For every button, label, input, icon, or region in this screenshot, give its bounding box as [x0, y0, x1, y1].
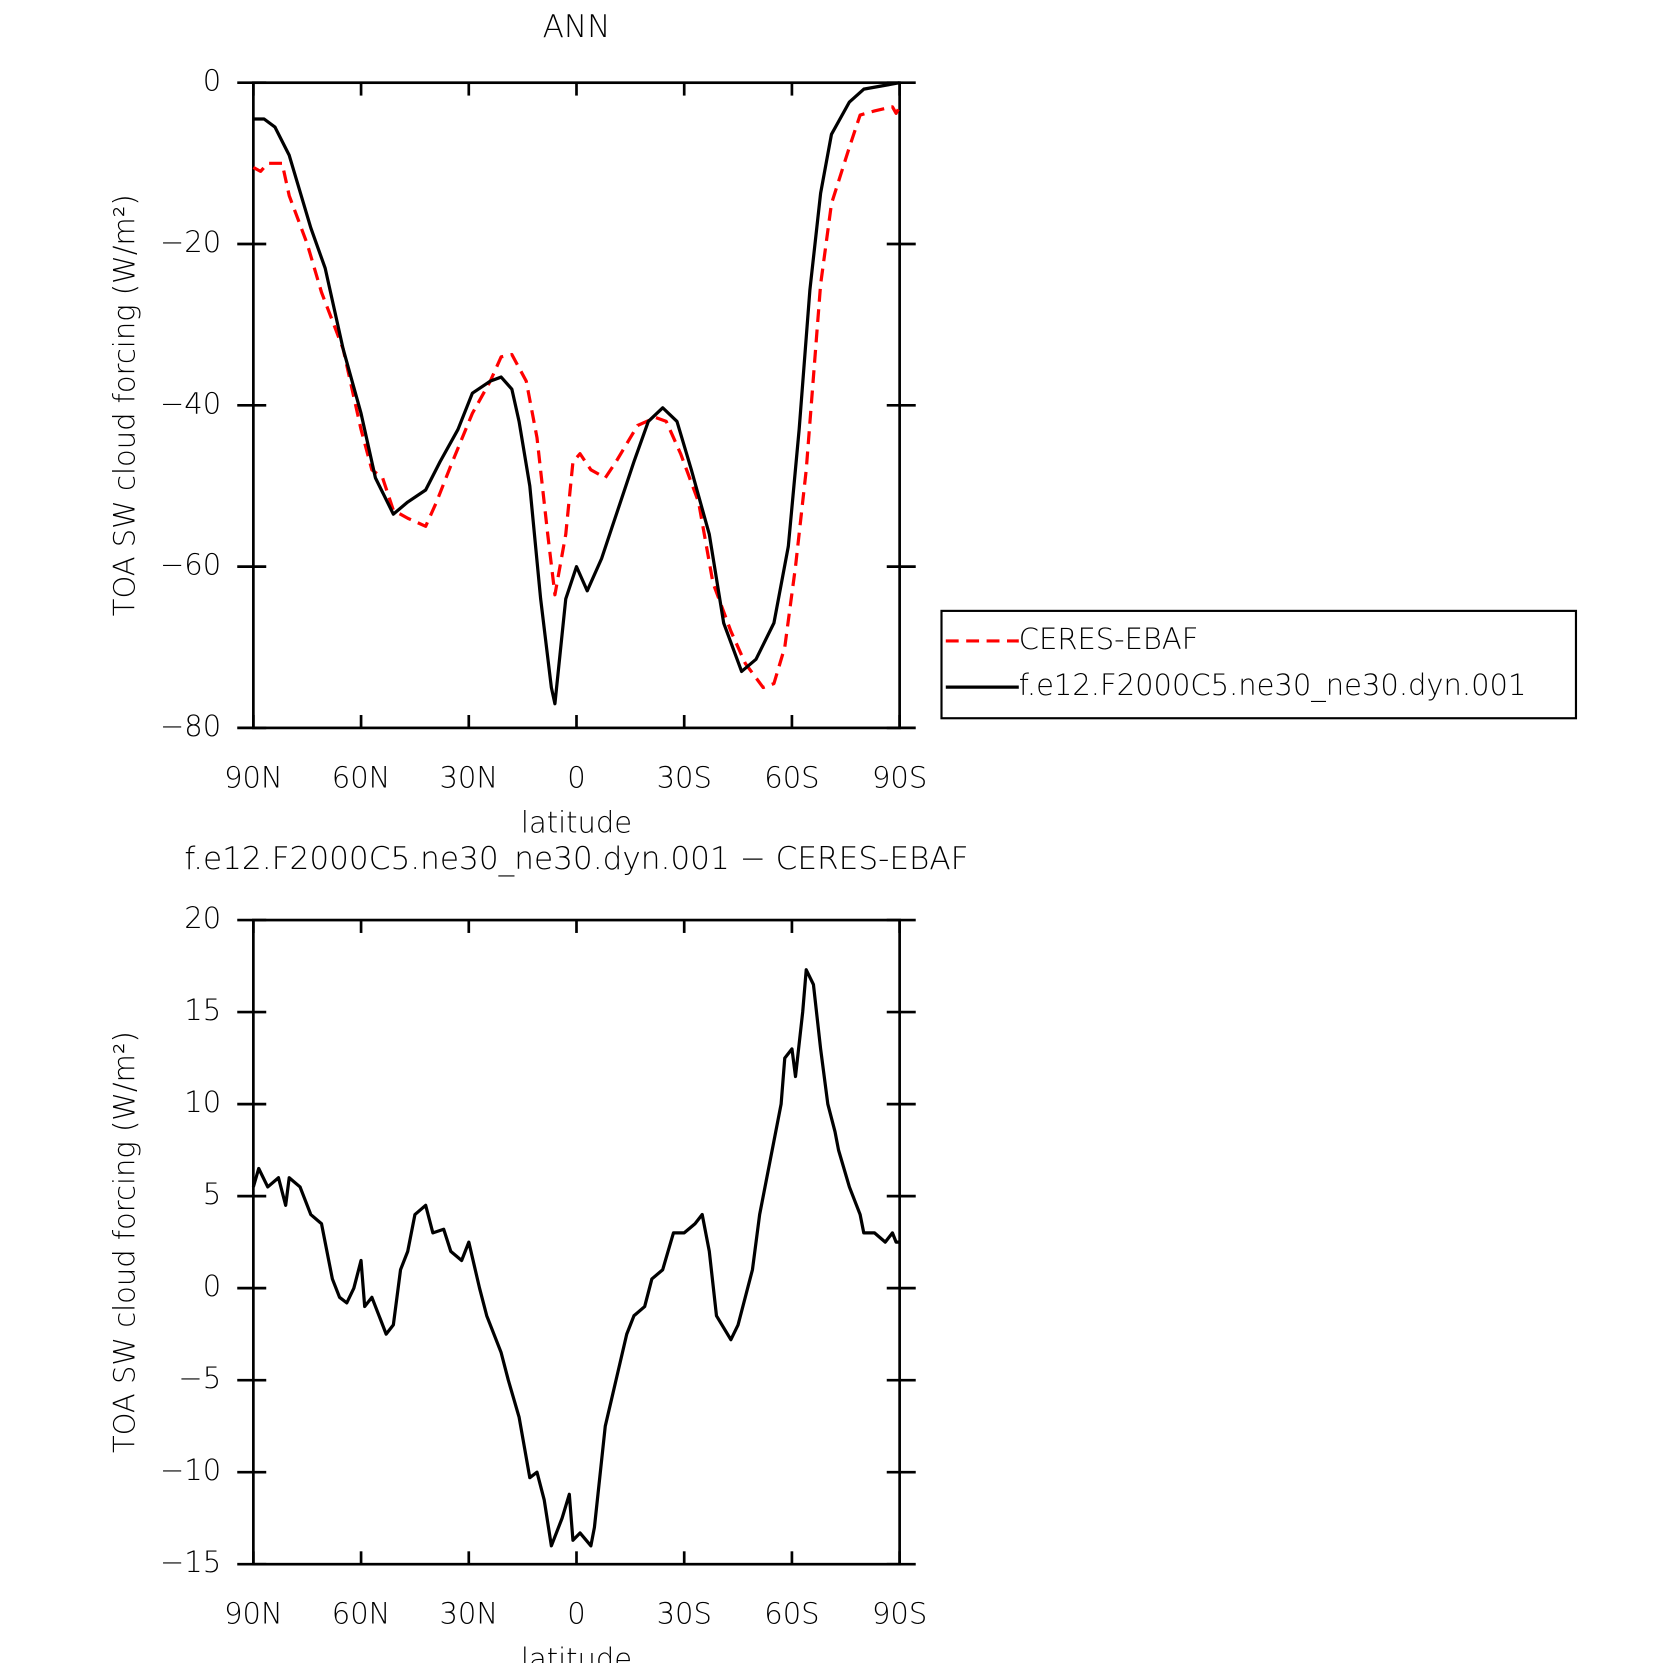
x-axis-label: latitude: [521, 806, 632, 840]
x-tick-label: 0: [567, 1597, 585, 1631]
y-tick-label: −10: [160, 1453, 221, 1487]
x-axis-label: latitude: [521, 1642, 632, 1663]
y-tick-label: 20: [184, 901, 221, 935]
y-tick-label: 5: [203, 1177, 221, 1211]
x-tick-label: 90S: [872, 1597, 927, 1631]
chart-title: ANN: [543, 9, 611, 45]
x-tick-label: 60N: [332, 760, 391, 794]
x-tick-label: 30S: [657, 1597, 712, 1631]
legend-label: CERES-EBAF: [1019, 622, 1199, 656]
y-axis-label: TOA SW cloud forcing (W/m²): [108, 1031, 142, 1453]
y-tick-label: −15: [160, 1545, 221, 1579]
x-tick-label: 30N: [440, 760, 499, 794]
x-tick-label: 60S: [764, 760, 819, 794]
data-line: [253, 81, 900, 706]
y-tick-label: −40: [160, 386, 221, 420]
y-axis-label: TOA SW cloud forcing (W/m²): [108, 194, 142, 616]
y-tick-label: 0: [203, 1269, 221, 1303]
y-tick-label: 10: [184, 1085, 221, 1119]
x-tick-label: 30S: [657, 760, 712, 794]
x-tick-label: 0: [567, 760, 585, 794]
data-line: [252, 105, 902, 690]
x-tick-label: 90N: [224, 760, 283, 794]
x-tick-label: 90S: [872, 760, 927, 794]
legend-label: f.e12.F2000C5.ne30_ne30.dyn.001: [1019, 668, 1527, 703]
y-tick-label: −60: [160, 548, 221, 582]
y-tick-label: −5: [178, 1361, 221, 1395]
y-tick-label: −20: [160, 225, 221, 259]
y-tick-label: 0: [203, 64, 221, 98]
x-tick-label: 60S: [764, 1597, 819, 1631]
y-tick-label: 15: [184, 993, 221, 1027]
legend-box: [940, 609, 1578, 720]
x-tick-label: 30N: [440, 1597, 499, 1631]
x-tick-label: 60N: [332, 1597, 391, 1631]
chart-title: f.e12.F2000C5.ne30_ne30.dyn.001 − CERES-…: [184, 841, 968, 877]
data-line: [251, 968, 900, 1548]
y-tick-label: −80: [160, 709, 221, 743]
x-tick-label: 90N: [224, 1597, 283, 1631]
